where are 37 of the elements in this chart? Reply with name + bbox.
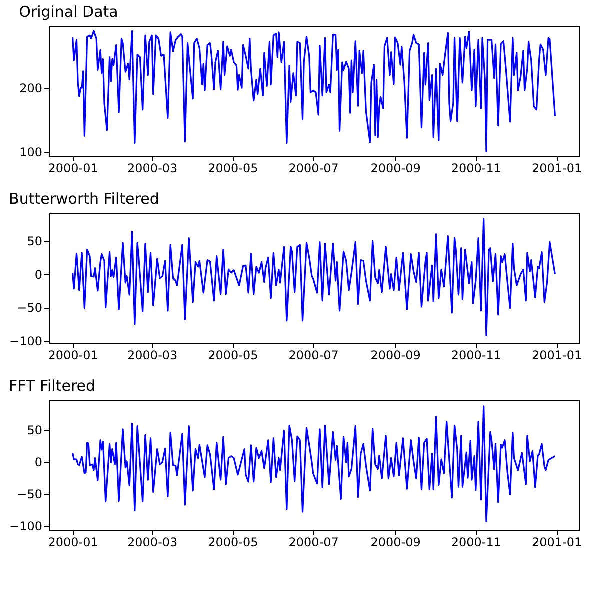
y-tick-label: 0: [34, 268, 42, 282]
x-tick-label: 2000-07: [288, 536, 339, 550]
x-tick-label: 2000-11: [451, 536, 502, 550]
x-tick-label: 2000-03: [128, 536, 178, 550]
line-series: [72, 218, 556, 336]
x-tick-label: 2000-09: [370, 162, 421, 176]
x-tick-label: 2000-09: [370, 536, 421, 550]
x-tick-label: 2000-05: [208, 536, 258, 550]
x-tick-label: 2001-01: [532, 348, 582, 362]
x-tick-label: 2000-01: [48, 348, 98, 362]
x-tick-label: 2000-11: [451, 348, 502, 362]
x-tick-label: 2000-09: [370, 348, 421, 362]
x-tick-label: 2000-07: [288, 162, 339, 176]
y-tick-label: 0: [34, 456, 42, 470]
chart-title: FFT Filtered: [9, 377, 96, 395]
y-tick-label: −50: [17, 301, 42, 316]
x-tick-label: 2000-03: [128, 348, 178, 362]
y-tick-label: 50: [27, 234, 42, 248]
x-tick-label: 2000-11: [451, 162, 502, 176]
y-tick-label: −50: [17, 488, 42, 502]
y-tick-label: 200: [20, 82, 42, 96]
y-tick-label: −100: [10, 520, 42, 534]
line-series: [72, 30, 556, 152]
y-tick-label: 100: [20, 146, 42, 160]
x-tick-label: 2001-01: [532, 536, 582, 550]
chart-title: Butterworth Filtered: [9, 190, 160, 208]
chart-title: Original Data: [19, 3, 118, 21]
y-tick-label: 50: [27, 424, 42, 438]
y-tick-label: −100: [10, 334, 42, 348]
x-tick-label: 2000-03: [128, 162, 178, 176]
x-tick-label: 2000-01: [48, 162, 98, 176]
x-tick-label: 2001-01: [532, 162, 582, 176]
line-series: [72, 406, 556, 522]
x-tick-label: 2000-05: [208, 348, 258, 362]
x-tick-label: 2000-07: [288, 348, 339, 362]
x-tick-label: 2000-01: [48, 536, 98, 550]
x-tick-label: 2000-05: [208, 162, 258, 176]
